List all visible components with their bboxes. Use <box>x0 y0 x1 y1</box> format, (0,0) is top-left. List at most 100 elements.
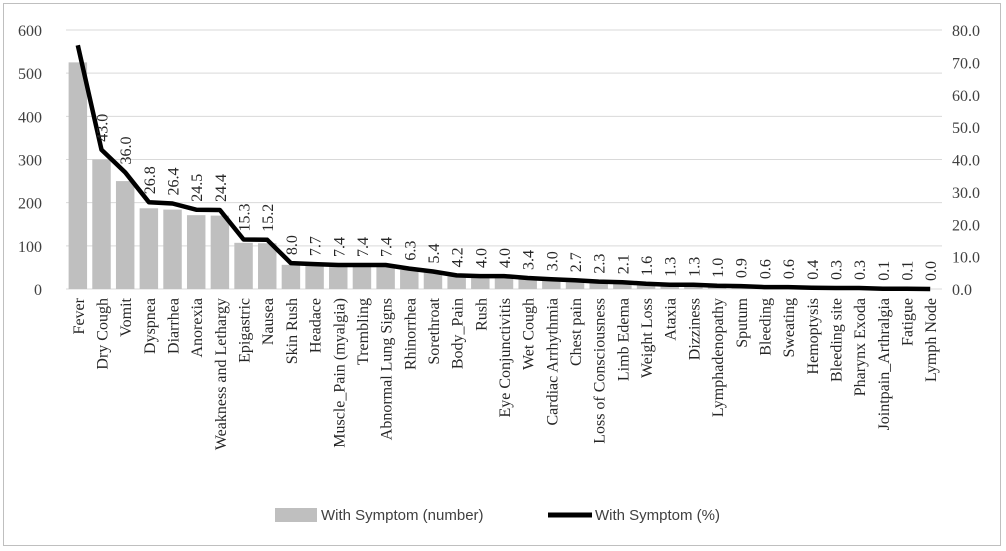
left-axis-tick-label: 200 <box>18 196 42 213</box>
data-label: 6.3 <box>402 241 419 261</box>
category-label: Lymphadenopathy <box>710 298 727 417</box>
data-label: 7.4 <box>379 237 396 257</box>
bar <box>68 62 88 289</box>
category-label: Lymph Node <box>923 298 940 382</box>
category-label: Weakness and Lethargy <box>213 298 230 450</box>
left-axis-tick-label: 300 <box>18 153 42 170</box>
category-label: Cardiac Arrhythmia <box>544 298 561 426</box>
data-label: 0.0 <box>923 261 940 281</box>
bar <box>494 276 514 289</box>
category-label: Bleeding site <box>828 298 845 382</box>
category-label: Skin Rush <box>284 298 301 364</box>
bar-series <box>68 62 916 289</box>
category-label: Vomit <box>118 297 135 336</box>
data-label: 0.6 <box>757 259 774 279</box>
right-axis-tick-label: 0.0 <box>952 282 972 299</box>
data-label: 0.4 <box>805 260 822 280</box>
bar <box>471 276 490 289</box>
category-label: Fever <box>71 297 88 334</box>
data-label: 4.0 <box>473 248 490 268</box>
legend-label-number: With Symptom (number) <box>321 507 484 524</box>
bar <box>423 272 443 289</box>
right-axis-tick-label: 60.0 <box>952 88 980 105</box>
left-axis-ticks: 0 100 200 300 400 500 600 <box>18 23 42 299</box>
category-label: Hemoptysis <box>805 298 822 374</box>
legend: With Symptom (number) With Symptom (%) <box>275 507 720 524</box>
left-axis-tick-label: 0 <box>34 282 42 299</box>
bar <box>305 265 324 289</box>
right-axis-tick-label: 70.0 <box>952 55 980 72</box>
bar <box>613 282 632 289</box>
bar <box>281 264 301 289</box>
data-label: 1.0 <box>710 258 727 278</box>
bar <box>589 282 608 289</box>
data-label: 7.4 <box>355 237 372 257</box>
bar <box>92 159 111 289</box>
data-label: 3.0 <box>544 251 561 271</box>
line-series <box>75 44 931 292</box>
legend-label-percent: With Symptom (%) <box>595 507 720 524</box>
category-label: Diarrhea <box>166 298 183 354</box>
category-label: Rush <box>473 298 490 331</box>
category-label: Abnormal Lung Signs <box>379 298 396 440</box>
category-label: Sorethroat <box>426 297 443 364</box>
data-label: 0.9 <box>734 258 751 278</box>
data-label: 0.1 <box>876 261 893 281</box>
data-label: 1.3 <box>663 257 680 277</box>
category-label: Wet Cough <box>521 298 538 370</box>
category-label: Trembling <box>355 298 372 365</box>
right-axis-tick-label: 20.0 <box>952 217 980 234</box>
bar <box>210 215 230 289</box>
bar <box>376 266 395 289</box>
category-label: Bleeding <box>757 298 774 356</box>
category-label: Dizziness <box>686 298 703 360</box>
category-label: Limb Edema <box>615 298 632 381</box>
left-axis-tick-label: 400 <box>18 109 42 126</box>
bar <box>636 284 656 289</box>
bar <box>115 181 135 289</box>
category-label: Pharynx Exoda <box>852 298 869 396</box>
line-series-path <box>75 44 931 292</box>
legend-swatch-bar <box>275 508 317 522</box>
category-label: Sweating <box>781 298 798 358</box>
data-label: 26.4 <box>166 168 183 196</box>
category-label: Muscle_Pain (myalgia) <box>331 298 348 448</box>
data-label: 0.3 <box>852 260 869 280</box>
data-label: 1.3 <box>686 257 703 277</box>
bar <box>542 279 561 289</box>
category-label: Epigastric <box>237 298 254 363</box>
category-label: Anorexia <box>189 298 206 358</box>
bar <box>400 270 419 289</box>
category-label: Headace <box>308 298 325 353</box>
data-label: 24.5 <box>189 174 206 202</box>
right-axis-ticks: 0.0 10.0 20.0 30.0 40.0 50.0 60.0 70.0 80.0 <box>952 23 980 299</box>
bar <box>352 266 372 289</box>
category-label: Weight Loss <box>639 298 656 378</box>
right-axis-tick-label: 80.0 <box>952 23 980 40</box>
bar <box>518 278 537 289</box>
category-label: Sputum <box>734 297 751 347</box>
data-label: 36.0 <box>118 136 135 164</box>
data-label: 4.0 <box>497 248 514 268</box>
bar <box>186 215 206 289</box>
bar <box>660 285 679 289</box>
data-label: 0.1 <box>899 261 916 281</box>
data-label: 8.0 <box>284 235 301 255</box>
data-label: 7.4 <box>331 237 348 257</box>
bar <box>163 209 182 289</box>
data-label: 4.2 <box>450 247 467 267</box>
category-label: Loss of Consciousness <box>592 298 609 444</box>
category-label: Nausea <box>260 298 277 345</box>
bar <box>258 243 277 289</box>
data-label: 5.4 <box>426 244 443 264</box>
data-label: 7.7 <box>308 236 325 256</box>
category-axis-labels: Fever Dry Cough Vomit Dyspnea Diarrhea Anorex… <box>71 297 940 450</box>
bar <box>139 208 159 289</box>
data-label: 26.8 <box>142 166 159 194</box>
category-label: Rhinorrhea <box>402 298 419 370</box>
category-label: Body_Pain <box>450 298 467 369</box>
category-label: Dry Cough <box>95 298 112 370</box>
data-label: 24.4 <box>213 174 230 202</box>
bar <box>684 285 703 289</box>
data-label: 43.0 <box>95 114 112 142</box>
